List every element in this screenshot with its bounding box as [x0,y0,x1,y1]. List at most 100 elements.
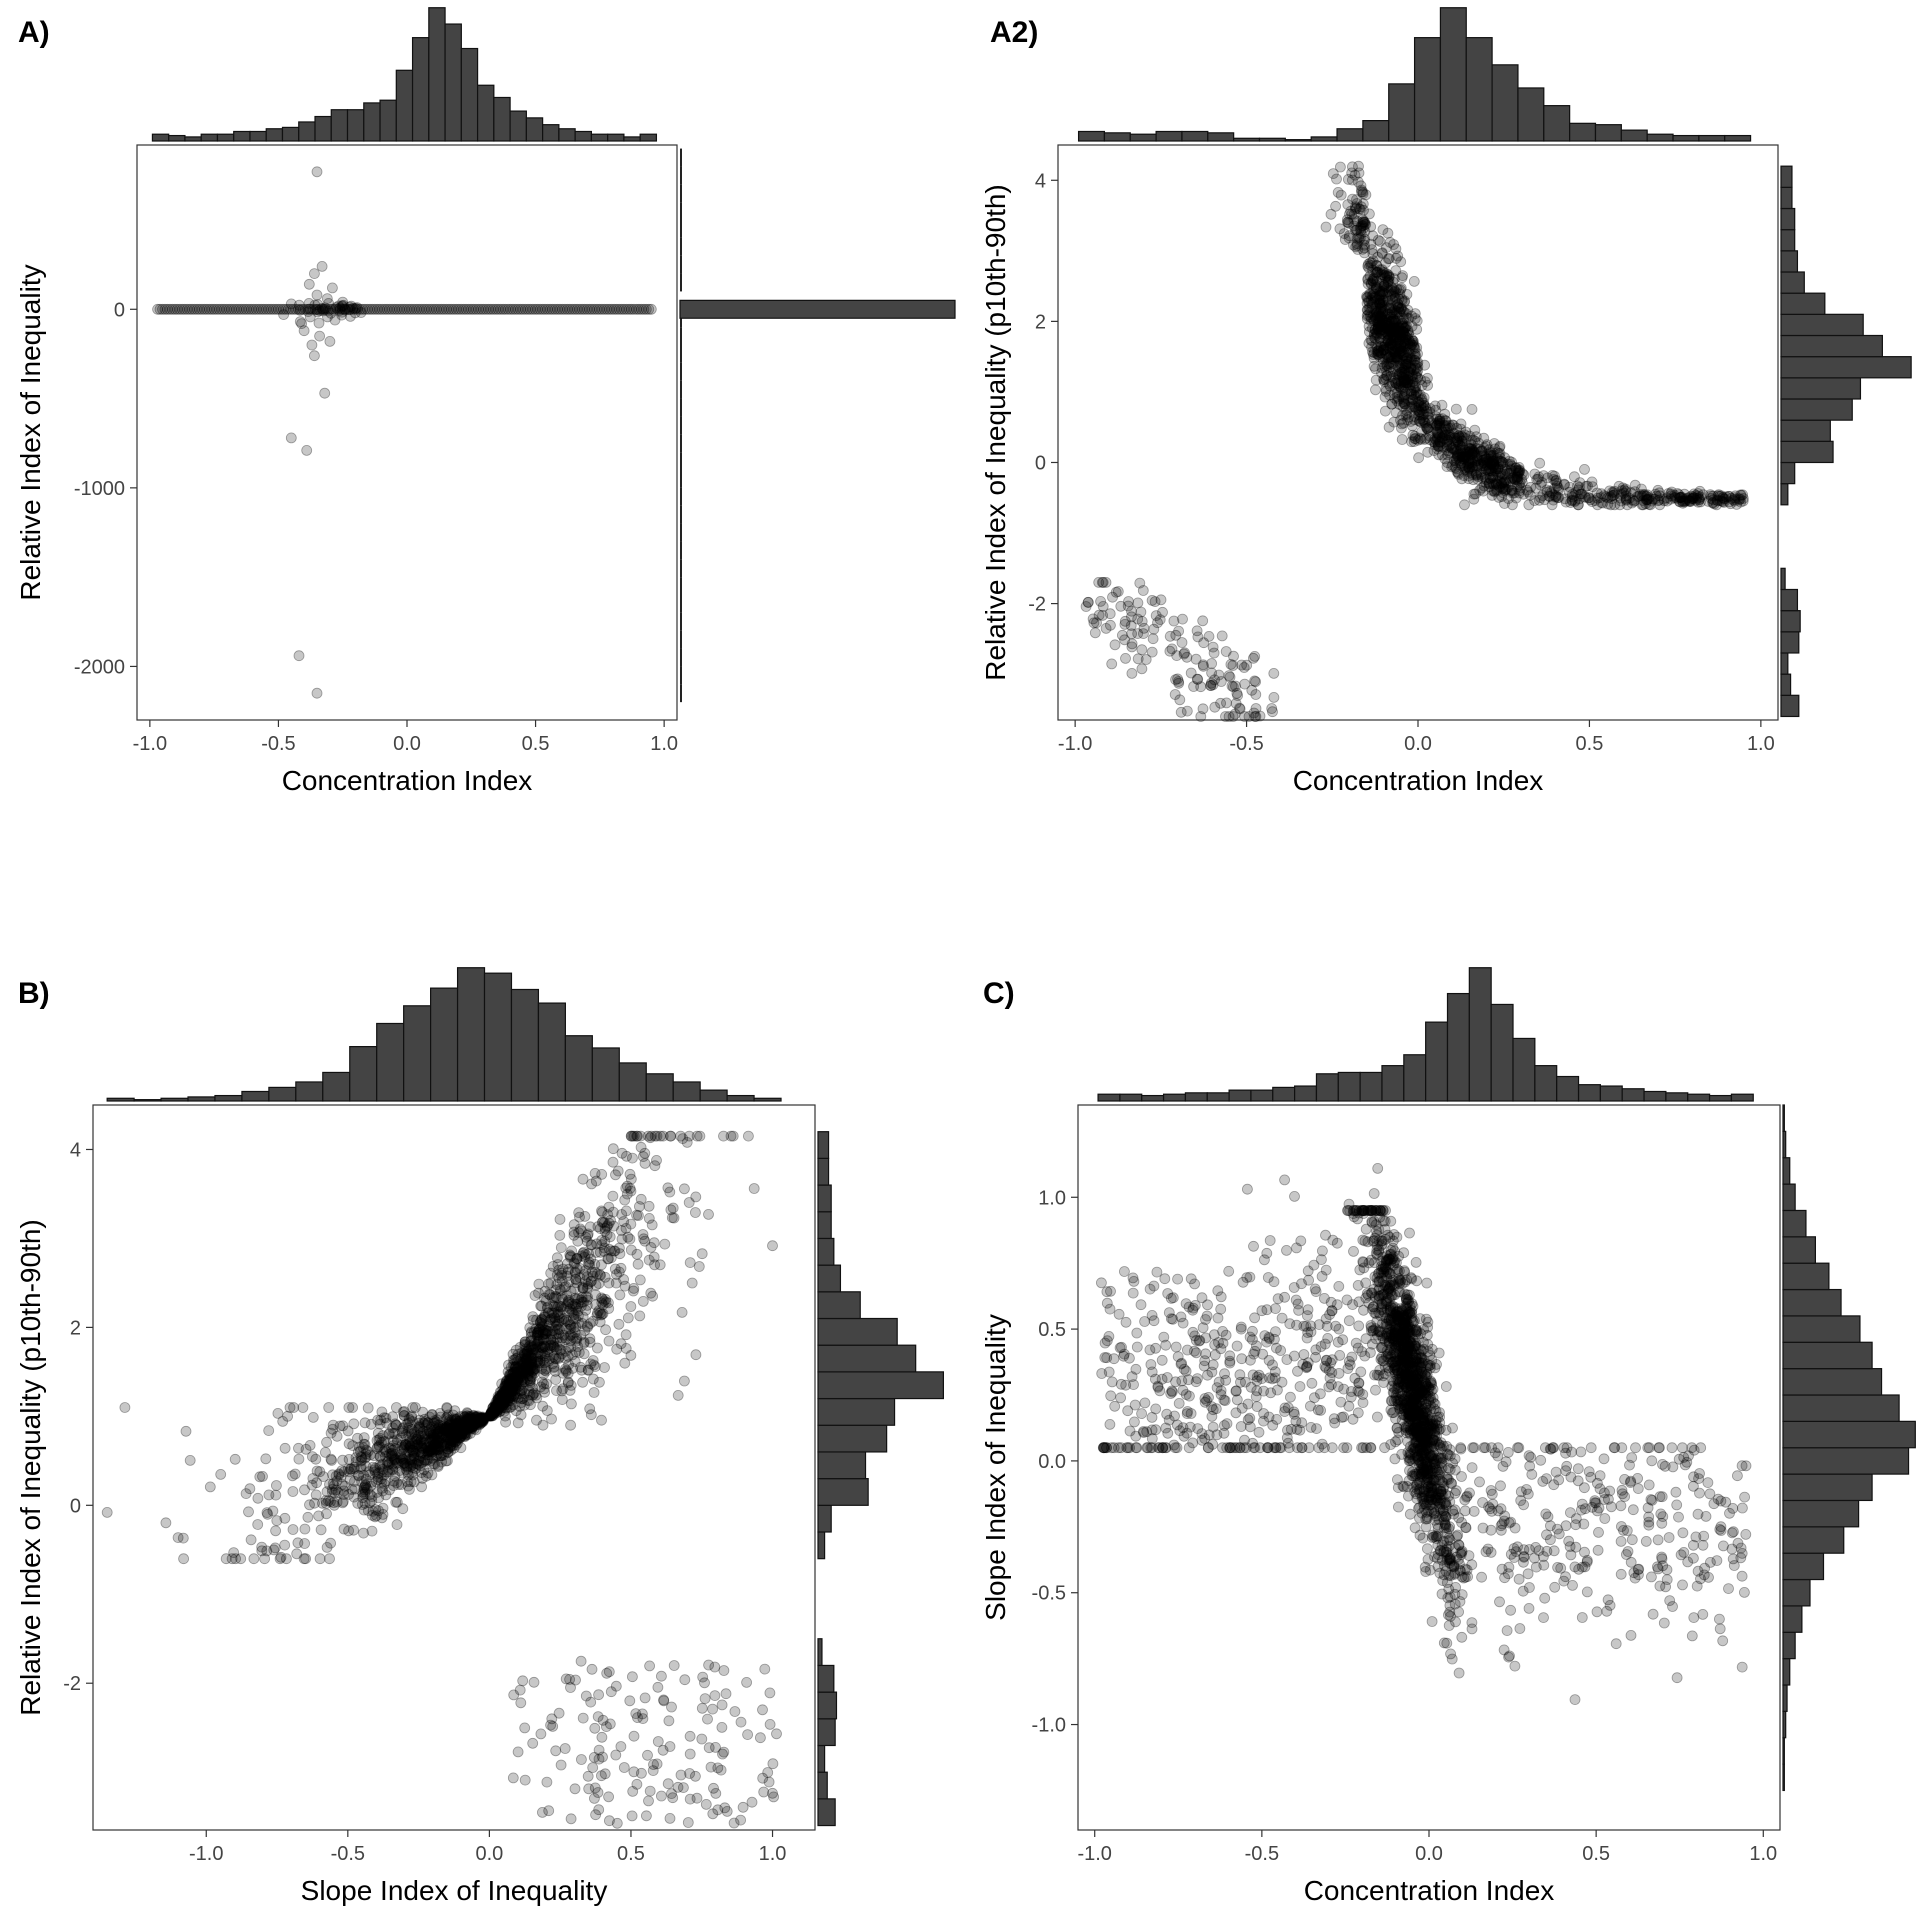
hist-bar [680,237,682,256]
scatter-point [408,303,420,315]
scatter-point [579,303,590,315]
scatter-point [628,1730,640,1742]
scatter-point [458,303,470,315]
scatter-point [610,1680,622,1692]
scatter-point [522,303,534,315]
hist-bar [1780,165,1793,188]
hist-bar [680,541,682,560]
scatter-point [1268,668,1280,679]
scatter-point [517,303,529,315]
scatter-point [1501,465,1513,477]
scatter-point [607,1156,619,1168]
hist-bar [1207,132,1235,142]
scatter-point [468,1423,480,1435]
scatter-point [645,303,657,315]
scatter-point [603,1217,615,1229]
hist-bar [680,202,682,220]
scatter-point [633,1210,644,1221]
scatter-point [448,303,460,315]
scatter-point [1541,486,1553,498]
hist-bar [817,1344,917,1373]
scatter-point [1668,492,1680,504]
scatter-point [556,1385,568,1397]
scatter-point [1442,457,1453,469]
scatter-point [1402,374,1414,386]
scatter-point [577,1712,589,1724]
scatter-point [1404,1508,1416,1520]
scatter-point [1135,606,1147,618]
scatter-point [1380,337,1391,349]
scatter-point [305,303,317,315]
hist-bar [510,988,540,1102]
hist-bar [1780,186,1793,210]
scatter-point [1175,706,1187,718]
scatter-point [696,1248,708,1260]
scatter-point [684,1257,696,1268]
scatter-point [196,303,208,315]
x-tick-label: 0.0 [1404,733,1432,755]
scatter-point [358,1432,370,1443]
hist-bar [680,380,682,399]
scatter-point [611,303,623,315]
scatter-point [757,1704,768,1716]
scatter-point [1373,316,1385,328]
scatter-point [1407,337,1419,349]
scatter-point [552,1259,564,1270]
scatter-point [703,1742,715,1754]
scatter-point [1268,692,1280,703]
scatter-point [631,303,642,315]
panel-label: B) [18,977,50,1010]
hist-bar [680,523,682,542]
scatter-point [643,1795,654,1807]
hist-bar [241,1090,270,1102]
scatter-point [693,1261,705,1272]
scatter-point [1692,488,1704,499]
scatter-point [541,1405,553,1416]
scatter-point [656,1670,667,1682]
hist-bar [456,967,486,1102]
scatter-point [1368,352,1380,364]
scatter-point [642,1749,653,1761]
scatter-point [555,1759,567,1771]
scatter-point [709,1690,721,1701]
scatter-point [628,1285,639,1297]
scatter-point [1548,494,1559,506]
scatter-point [279,1539,291,1551]
scatter-point [560,1323,572,1334]
scatter-point [1410,402,1422,414]
scatter-point [433,303,445,315]
scatter-point [663,1715,675,1727]
scatter-point [332,303,344,315]
hist-bar [1336,128,1364,142]
scatter-point [1126,611,1137,623]
scatter-point [1476,472,1488,484]
hist-bar [1780,673,1792,696]
scatter-point [1373,293,1385,305]
scatter-point [512,303,524,315]
scatter-point [539,303,551,315]
scatter-point [365,1418,377,1430]
scatter-point [1220,646,1232,657]
scatter-point [169,303,181,315]
scatter-point [1510,462,1521,474]
scatter-point [1386,315,1397,327]
hist-bar [349,1045,378,1102]
scatter-point [1365,277,1377,289]
scatter-point [324,1553,335,1565]
scatter-point [616,1225,627,1236]
scatter-point [278,303,289,315]
hist-bar [680,220,682,238]
scatter-point [1418,414,1429,426]
right-histogram [817,1131,945,1827]
scatter-point [301,444,313,456]
scatter-point [1404,351,1415,363]
scatter-point [582,1281,594,1293]
scatter-point [160,1517,172,1529]
scatter-point [307,1412,319,1423]
hist-bar [726,1094,755,1102]
hist-bar [493,96,511,142]
scatter-point [1095,596,1106,607]
scatter-point [596,1205,607,1217]
scatter-point [1734,493,1746,505]
